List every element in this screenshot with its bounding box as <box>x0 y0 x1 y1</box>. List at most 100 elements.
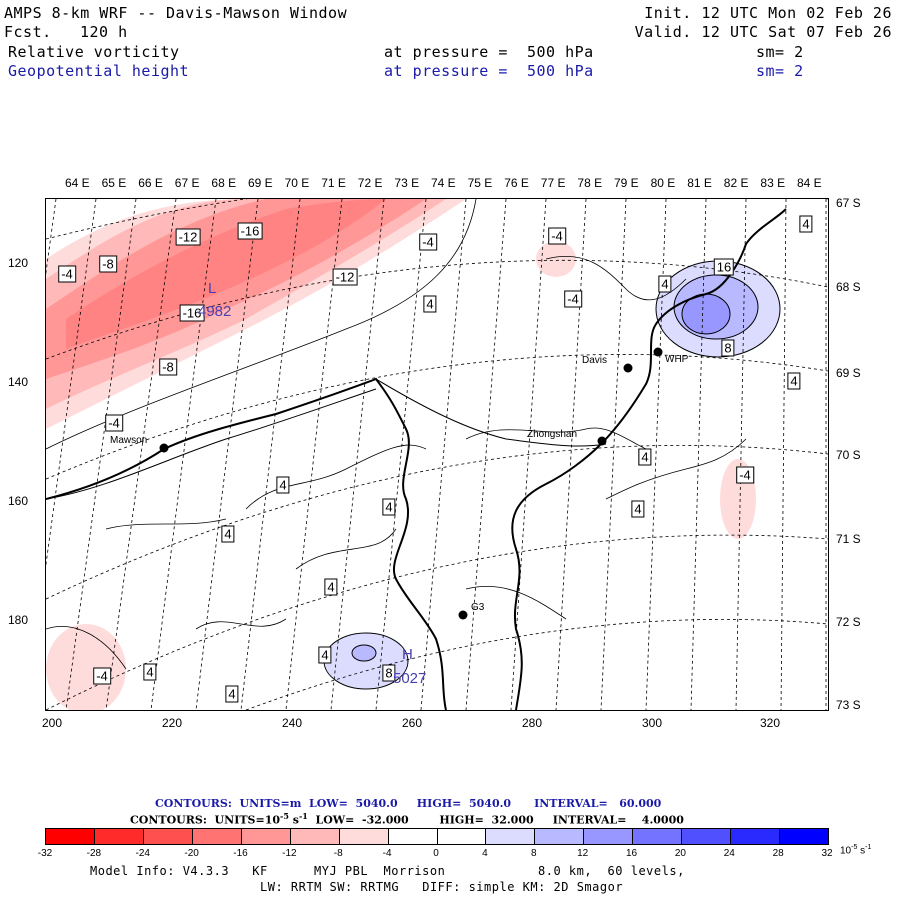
low-center-label: L <box>208 280 217 297</box>
contour-label: -16 <box>179 304 205 322</box>
contour-label: -4 <box>419 233 437 251</box>
low-center-value: 4982 <box>198 303 232 320</box>
map-title: AMPS 8-km WRF -- Davis-Mawson Window <box>4 4 348 22</box>
vorticity-neg-band-4 <box>66 199 386 349</box>
high-center-value: 5027 <box>393 670 427 687</box>
longitude-label: 84 E <box>797 176 822 190</box>
colorbar-label: -16 <box>233 848 248 859</box>
contour-label: 4 <box>423 295 437 313</box>
colorbar-swatch <box>94 829 144 844</box>
latitude-label: 69 S <box>836 366 861 380</box>
station-marker-whp[interactable] <box>653 347 663 357</box>
contour-info-vorticity-exp: -5 <box>280 811 289 821</box>
longitude-label: 77 E <box>540 176 566 190</box>
colorbar-swatch <box>290 829 340 844</box>
longitude-label: 82 E <box>723 176 749 190</box>
contour-label: -4 <box>93 667 111 685</box>
x-tick-label: 240 <box>281 716 303 730</box>
contour-label: 4 <box>221 525 235 543</box>
contour-info-vorticity-exp2: -1 <box>298 811 308 821</box>
station-label-davis: Davis <box>582 355 608 366</box>
contour-info-height: CONTOURS: UNITS=m LOW= 5040.0 HIGH= 5040… <box>155 797 662 810</box>
longitude-label: 67 E <box>174 176 200 190</box>
contour-info-vorticity-a: CONTOURS: UNITS=10 <box>130 813 281 827</box>
field1-smoothing: sm= 2 <box>756 43 804 61</box>
colorbar-swatch <box>143 829 193 844</box>
colorbar-units-exp: -5 <box>851 844 858 851</box>
y-tick-label: 120 <box>8 256 29 270</box>
contour-label: 4 <box>318 646 332 664</box>
x-tick-label: 260 <box>401 716 423 730</box>
field2-smoothing: sm= 2 <box>756 62 804 80</box>
colorbar-label: -8 <box>333 848 343 859</box>
longitude-label: 69 E <box>248 176 273 190</box>
colorbar-swatch <box>731 829 781 844</box>
field1-name: Relative vorticity <box>8 43 180 61</box>
colorbar-label: 4 <box>482 848 488 859</box>
longitude-label: 76 E <box>504 176 529 190</box>
colorbar-label: 24 <box>723 848 735 859</box>
contour-info-vorticity-b: s <box>288 813 299 827</box>
station-label-mawson: Mawson <box>110 435 148 446</box>
coastline <box>45 208 787 711</box>
y-tick-label: 180 <box>8 613 29 627</box>
longitude-label: 78 E <box>577 176 603 190</box>
colorbar-label: -20 <box>184 848 199 859</box>
colorbar-swatch <box>339 829 389 844</box>
contour-info-vorticity-c: LOW= -32.000 HIGH= 32.000 INTERVAL= 4.00… <box>307 813 684 827</box>
map-panel[interactable] <box>0 176 829 714</box>
contour-label: -8 <box>99 255 117 273</box>
y-tick-label: 140 <box>8 375 29 389</box>
longitude-label: 83 E <box>760 176 786 190</box>
contour-label: -4 <box>548 227 566 245</box>
station-marker-mawson[interactable] <box>159 443 169 453</box>
vorticity-neg-band-3 <box>46 199 426 379</box>
colorbar-swatch <box>584 829 634 844</box>
latitude-label: 72 S <box>836 615 861 629</box>
colorbar-label: 20 <box>674 848 686 859</box>
latitude-label: 67 S <box>836 196 861 210</box>
colorbar <box>45 828 829 845</box>
contour-label: 4 <box>787 372 801 390</box>
model-info-line2: LW: RRTM SW: RRTMG DIFF: simple KM: 2D S… <box>260 880 624 894</box>
station-marker-davis[interactable] <box>623 363 633 373</box>
station-marker-zhongshan[interactable] <box>597 436 607 446</box>
colorbar-swatch <box>388 829 438 844</box>
contour-label: 4 <box>324 578 338 596</box>
longitude-label: 71 E <box>321 176 346 190</box>
longitude-label: 66 E <box>138 176 163 190</box>
colorbar-label: 28 <box>772 848 784 859</box>
colorbar-units-base: 10 <box>840 845 852 857</box>
station-label-whp: WHP <box>665 354 689 365</box>
vorticity-pos-area-5 <box>351 644 377 662</box>
longitude-label: 75 E <box>467 176 493 190</box>
colorbar-label: -12 <box>282 848 297 859</box>
colorbar-swatch <box>241 829 291 844</box>
colorbar-units-s: s <box>860 845 866 857</box>
station-marker-g3[interactable] <box>458 610 468 620</box>
latitude-label: 73 S <box>836 698 861 712</box>
forecast-value: 120 h <box>80 23 128 41</box>
longitude-label: 81 E <box>687 176 712 190</box>
contour-label: -4 <box>736 466 754 484</box>
vorticity-neg-patch-southwest <box>46 624 126 714</box>
contour-label: -4 <box>58 265 76 283</box>
contour-label: 16 <box>713 258 735 276</box>
longitude-label: 79 E <box>614 176 639 190</box>
high-center-label: H <box>402 646 413 663</box>
longitude-label: 65 E <box>101 176 127 190</box>
valid-time: Valid. 12 UTC Sat 07 Feb 26 <box>634 23 892 41</box>
contour-label: -16 <box>237 222 263 240</box>
contour-label: -4 <box>105 414 123 432</box>
colorbar-label: -28 <box>86 848 102 859</box>
station-label-zhongshan: Zhongshan <box>527 429 578 440</box>
colorbar-label: 0 <box>433 848 439 859</box>
contour-label: -12 <box>175 228 201 246</box>
contour-label: 4 <box>225 685 239 703</box>
model-info-line1: Model Info: V4.3.3 KF MYJ PBL Morrison 8… <box>90 864 685 878</box>
colorbar-swatch <box>192 829 242 844</box>
contour-label: 4 <box>799 215 813 233</box>
x-tick-label: 320 <box>759 716 781 730</box>
colorbar-label: -4 <box>382 848 392 859</box>
longitude-label: 72 E <box>357 176 383 190</box>
